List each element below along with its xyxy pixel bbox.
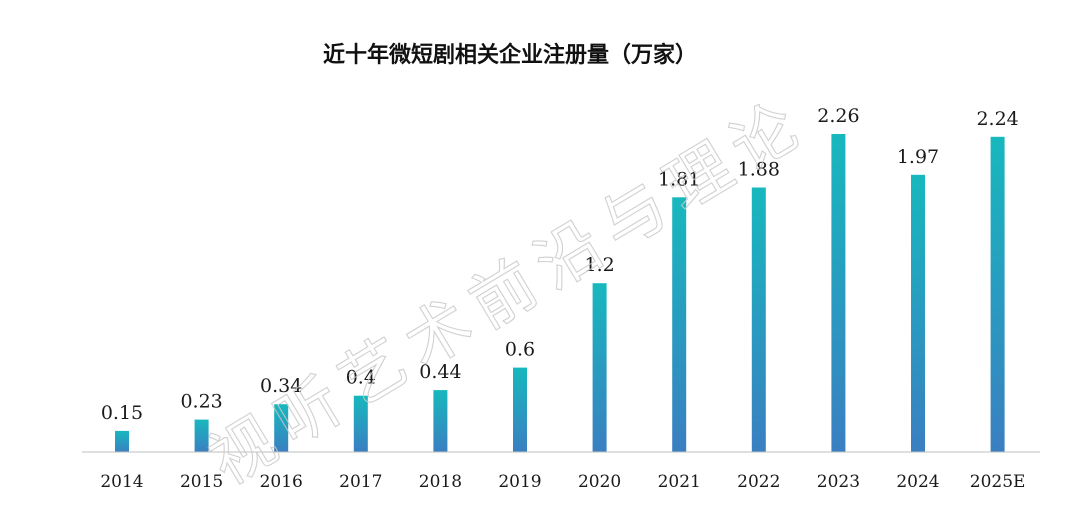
bar-2021 [672, 197, 687, 452]
x-tick-label-2015: 2015 [180, 472, 223, 492]
x-tick-label-2021: 2021 [658, 472, 701, 492]
bar-2018 [433, 390, 448, 452]
bars-group [115, 134, 1005, 453]
value-label-2023: 2.26 [817, 105, 859, 127]
x-tick-label-2025E: 2025E [970, 472, 1026, 492]
x-tick-labels-group: 2014 2015 2016 2017 2018 2019 2020 2021 2022 2023… [100, 472, 1025, 492]
watermark-text: 视听艺术前沿与理论 [197, 84, 821, 500]
bar-2023 [831, 134, 846, 452]
value-label-2019: 0.6 [505, 339, 535, 361]
x-tick-label-2023: 2023 [817, 472, 860, 492]
value-label-2025E: 2.24 [976, 108, 1018, 130]
value-label-2014: 0.15 [101, 402, 143, 424]
x-tick-label-2017: 2017 [339, 472, 382, 492]
x-tick-label-2019: 2019 [498, 472, 541, 492]
bar-2015 [194, 419, 209, 452]
bar-2017 [353, 395, 368, 452]
chart-title: 近十年微短剧相关企业注册量（万家） [323, 42, 697, 68]
value-label-2021: 1.81 [658, 168, 700, 190]
x-tick-label-2014: 2014 [100, 472, 143, 492]
value-labels-group: 0.15 0.23 0.34 0.4 0.44 0.6 1.2 1.81 1.88 2.26 1.9… [101, 105, 1019, 424]
bar-2016 [274, 404, 289, 452]
bar-2014 [115, 430, 129, 452]
value-label-2015: 0.23 [180, 391, 222, 413]
x-tick-label-2022: 2022 [737, 472, 780, 492]
bar-2025E [990, 136, 1005, 453]
bar-2024 [911, 174, 925, 453]
value-label-2016: 0.34 [260, 375, 302, 397]
value-label-2022: 1.88 [738, 159, 780, 181]
bar-2019 [513, 367, 527, 452]
x-tick-label-2016: 2016 [260, 472, 303, 492]
value-label-2024: 1.97 [897, 146, 939, 168]
x-tick-label-2024: 2024 [896, 472, 939, 492]
bar-2022 [751, 187, 766, 452]
value-label-2020: 1.2 [584, 254, 614, 276]
x-tick-label-2020: 2020 [578, 472, 621, 492]
value-label-2017: 0.4 [346, 367, 376, 389]
bar-2020 [592, 283, 607, 452]
value-label-2018: 0.44 [419, 361, 461, 383]
x-tick-label-2018: 2018 [419, 472, 462, 492]
